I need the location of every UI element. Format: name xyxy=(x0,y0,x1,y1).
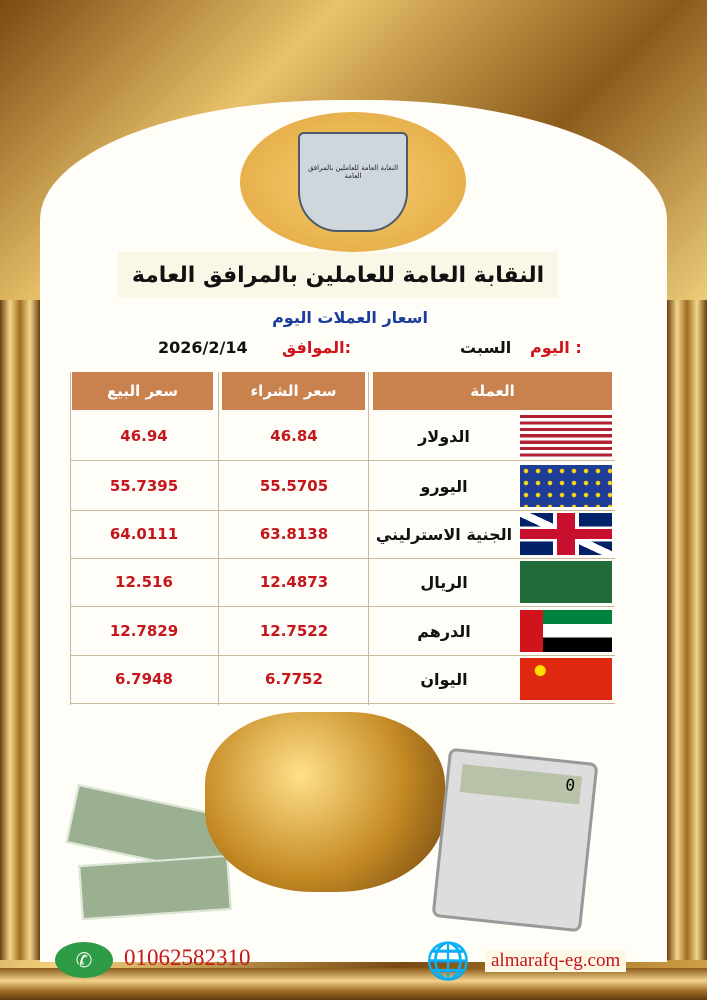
union-logo: النقابة العامة للعاملين بالمرافق العامة xyxy=(240,112,466,252)
sell-price: 46.94 xyxy=(120,427,168,445)
row-divider xyxy=(70,510,615,511)
right-pillar xyxy=(667,300,707,960)
currency-name: الدولار xyxy=(418,426,470,446)
day-label: اليوم : xyxy=(530,338,582,357)
row-divider xyxy=(70,558,615,559)
divider xyxy=(368,372,369,705)
sell-price: 12.516 xyxy=(115,573,173,591)
currency-name: الريال xyxy=(420,572,468,592)
whatsapp-icon: ✆ xyxy=(55,942,113,978)
saudi-flag-icon xyxy=(520,561,612,603)
subtitle: اسعار العملات اليوم xyxy=(272,308,428,327)
eu-flag-icon xyxy=(520,465,612,507)
sell-price: 55.7395 xyxy=(109,477,179,495)
sell-price: 6.7948 xyxy=(115,670,173,688)
header-currency: العملة xyxy=(373,372,612,410)
currency-name: اليوان xyxy=(420,669,468,689)
phone-number: 01062582310 xyxy=(124,945,251,970)
calculator-icon: 0 xyxy=(431,747,599,933)
currency-name: اليورو xyxy=(420,476,468,496)
buy-price: 12.7522 xyxy=(259,622,329,640)
us-flag-icon xyxy=(520,415,612,457)
header-sell: سعر البيع xyxy=(72,372,213,410)
date-label: الموافق: xyxy=(282,338,352,357)
buy-price: 12.4873 xyxy=(259,573,329,591)
bottom-frame xyxy=(0,968,707,1000)
sell-price: 12.7829 xyxy=(109,622,179,640)
row-divider xyxy=(70,460,615,461)
globe-icon: 🌐 xyxy=(425,941,471,982)
header-buy: سعر الشراء xyxy=(222,372,365,410)
buy-price: 55.5705 xyxy=(259,477,329,495)
money-stack-icon xyxy=(78,854,232,921)
divider xyxy=(218,372,219,705)
gold-pot-icon xyxy=(205,712,445,892)
row-divider xyxy=(70,655,615,656)
china-flag-icon xyxy=(520,658,612,700)
left-pillar xyxy=(0,300,40,960)
buy-price: 6.7752 xyxy=(265,670,323,688)
buy-price: 46.84 xyxy=(270,427,318,445)
divider xyxy=(70,372,71,705)
uk-flag-icon xyxy=(520,513,612,555)
row-divider xyxy=(70,606,615,607)
uae-flag-icon xyxy=(520,610,612,652)
date-value: 2026/2/14 xyxy=(158,338,248,357)
row-divider xyxy=(70,703,615,704)
buy-price: 63.8138 xyxy=(259,525,329,543)
currency-name: الدرهم xyxy=(417,621,471,641)
website-link[interactable]: almarafq-eg.com xyxy=(485,950,627,972)
currency-name: الجنية الاسترليني xyxy=(375,524,513,544)
sell-price: 64.0111 xyxy=(109,525,179,543)
day-value: السبت xyxy=(460,338,512,357)
page-title: النقابة العامة للعاملين بالمرافق العامة xyxy=(118,252,558,298)
